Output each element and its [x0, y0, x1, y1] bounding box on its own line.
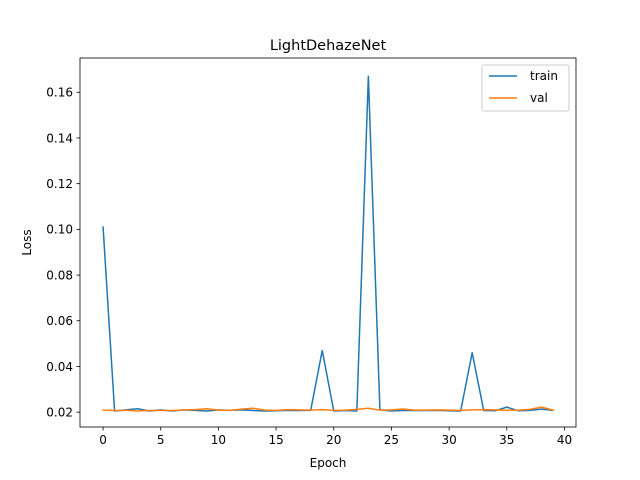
x-axis-label: Epoch	[310, 456, 347, 470]
y-tick-label-7: 0.16	[46, 86, 73, 100]
x-tick-label-15: 15	[268, 433, 283, 447]
x-tick-label-0: 0	[99, 433, 107, 447]
y-tick-label-1: 0.04	[46, 360, 73, 374]
y-tick-label-6: 0.14	[46, 131, 73, 145]
series-layer	[102, 75, 554, 412]
y-tick-label-2: 0.06	[46, 314, 73, 328]
legend: train val	[481, 64, 570, 112]
x-tick-label-30: 30	[441, 433, 456, 447]
x-tick-label-25: 25	[384, 433, 399, 447]
series-line-val	[102, 406, 554, 412]
y-tick-label-0: 0.02	[46, 405, 73, 419]
y-axis-ticks: 0.02 0.04 0.06 0.08 0.10 0.12 0.14 0.16	[46, 86, 80, 419]
legend-label-train: train	[530, 69, 558, 83]
chart-title: LightDehazeNet	[270, 38, 387, 54]
plot-frame	[79, 57, 577, 428]
x-tick-label-20: 20	[326, 433, 341, 447]
y-tick-label-5: 0.12	[46, 177, 73, 191]
x-tick-label-40: 40	[557, 433, 572, 447]
x-axis-ticks: 0 5 10 15 20 25 30 35 40	[99, 427, 572, 447]
x-tick-label-5: 5	[157, 433, 165, 447]
plot-area	[80, 58, 576, 427]
x-tick-label-10: 10	[211, 433, 226, 447]
y-axis-label: Loss	[20, 229, 34, 255]
y-tick-label-3: 0.08	[46, 268, 73, 282]
legend-label-val: val	[530, 91, 548, 105]
y-tick-label-4: 0.10	[46, 223, 73, 237]
x-tick-label-35: 35	[499, 433, 514, 447]
